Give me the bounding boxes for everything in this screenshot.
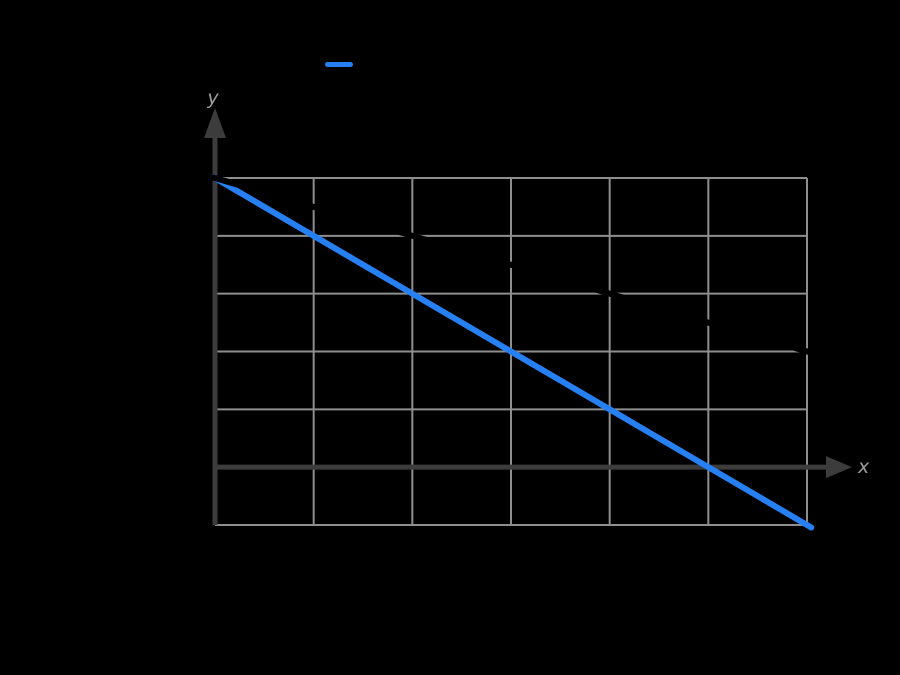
series-lines <box>210 173 815 531</box>
legend <box>325 62 361 67</box>
y-axis-arrowhead <box>204 108 226 138</box>
y-axis-label: y <box>206 87 219 109</box>
series-line-2 <box>210 174 815 356</box>
x-axis-label: x <box>857 456 870 478</box>
axes <box>204 108 852 525</box>
x-axis-arrowhead <box>826 456 852 479</box>
series-line-1 <box>210 173 815 531</box>
legend-swatch-series-1 <box>325 62 353 67</box>
